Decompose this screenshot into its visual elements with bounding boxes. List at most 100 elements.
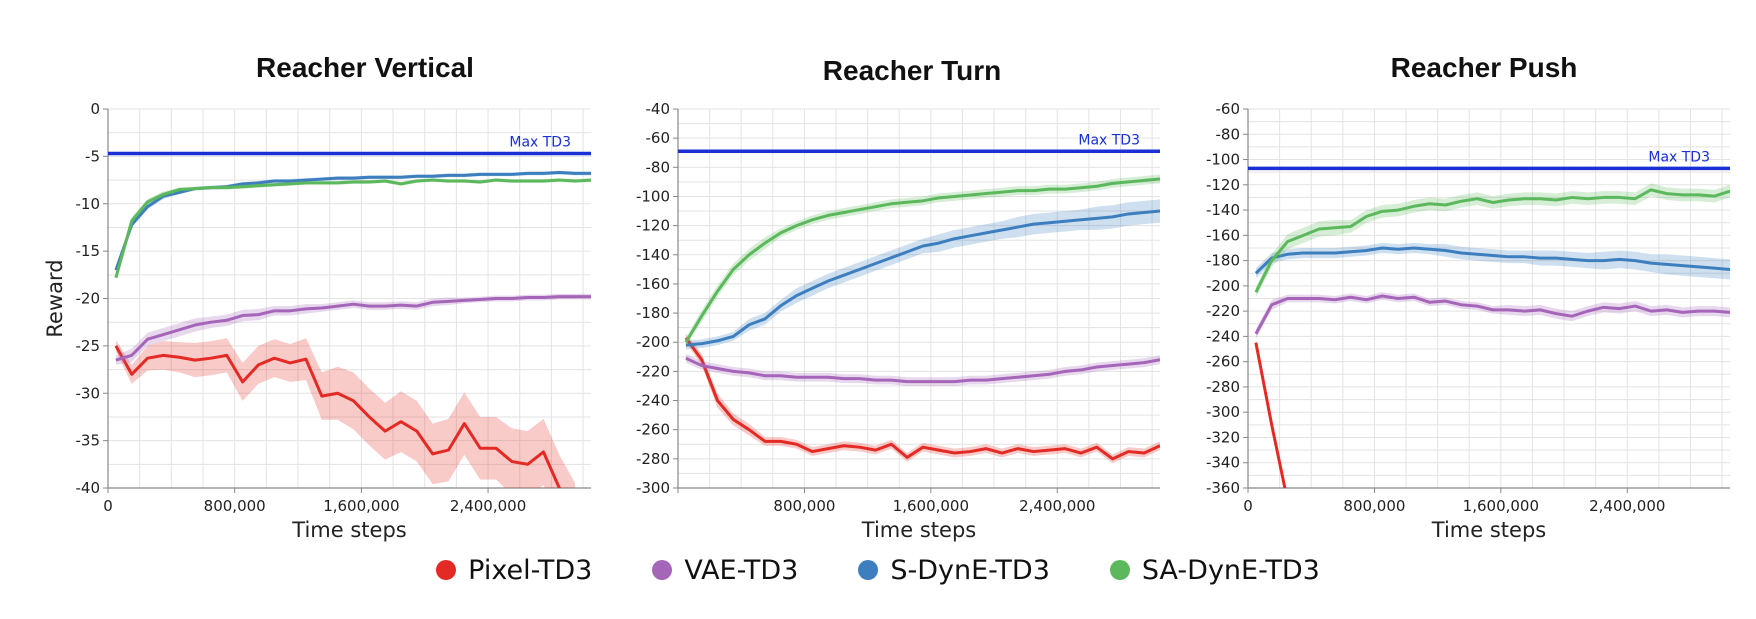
y-tick-label: -260	[636, 421, 670, 439]
y-tick-label: -15	[76, 242, 101, 260]
series-line	[684, 177, 1160, 344]
x-tick-label: 1,600,000	[1463, 497, 1539, 515]
legend-item-s-dyne-td3: S-DynE-TD3	[858, 555, 1050, 586]
series-sa-dyne-td3	[684, 174, 1160, 347]
legend-dot-icon	[1109, 560, 1130, 580]
chart-title: Reacher Push	[1391, 52, 1578, 83]
x-axis-label: Time steps	[1431, 518, 1546, 542]
plot-area	[114, 170, 591, 488]
series-vae-td3	[685, 353, 1160, 386]
y-tick-label: -220	[636, 362, 670, 380]
series-pixel-td3	[684, 333, 1160, 464]
series-band	[1255, 242, 1730, 280]
x-tick-label: 800,000	[773, 497, 835, 515]
chart-reacher-push: -60 -80 -100 -120 -140 -160 -180 -200 -220 -240 -2…	[1206, 52, 1730, 542]
x-tick-label: 800,000	[204, 497, 266, 515]
y-tick-label: -100	[1206, 151, 1240, 169]
legend-item-vae-td3: VAE-TD3	[652, 555, 798, 586]
series-line	[1254, 188, 1730, 293]
y-tick-label: -25	[76, 337, 101, 355]
chart-reacher-turn: -40 -60 -80 -100 -120 -140 -160 -180 -200 -220 -24…	[636, 55, 1160, 542]
series-s-dyne-td3	[685, 199, 1160, 350]
legend-dot-icon	[436, 560, 457, 580]
series-band	[1255, 183, 1730, 298]
series-line	[114, 345, 562, 488]
y-tick-label: -260	[1206, 353, 1240, 371]
max-td3-label: Max TD3	[509, 135, 571, 151]
y-tick-label: -140	[636, 246, 670, 264]
y-tick-label: -100	[636, 187, 670, 205]
series-line	[114, 178, 591, 279]
y-tick-label: -20	[76, 290, 101, 308]
y-tick-label: -40	[646, 100, 671, 118]
series-sa-dyne-td3	[114, 178, 591, 281]
legend: Pixel-TD3 VAE-TD3 S-DynE-TD3 SA-DynE-TD3	[0, 548, 1756, 592]
y-tick-label: -60	[646, 129, 671, 147]
x-tick-label: 1,600,000	[893, 497, 969, 515]
legend-label: SA-DynE-TD3	[1141, 554, 1320, 586]
series-band	[1255, 292, 1730, 339]
x-tick-label: 0	[103, 497, 113, 515]
y-tick-label: -300	[636, 479, 670, 497]
legend-label: S-DynE-TD3	[890, 554, 1050, 586]
y-tick-label: -35	[76, 432, 101, 450]
series-line	[115, 295, 591, 362]
chart-title: Reacher Turn	[823, 55, 1001, 86]
series-band	[685, 199, 1160, 350]
max-td3-label: Max TD3	[1078, 132, 1140, 148]
y-tick-label: -240	[636, 392, 670, 410]
legend-dot-icon	[652, 560, 673, 580]
series-line	[684, 336, 1160, 461]
y-tick-label: -160	[1206, 226, 1240, 244]
y-tick-label: -180	[636, 304, 670, 322]
x-tick-label: 2,400,000	[1019, 497, 1095, 515]
y-tick-label: -220	[1206, 302, 1240, 320]
series-sa-dyne-td3	[1254, 183, 1730, 298]
y-axis-label: Reward	[43, 259, 67, 337]
chart-title: Reacher Vertical	[256, 52, 474, 83]
y-tick-label: -340	[1206, 454, 1240, 472]
grid	[1247, 108, 1730, 489]
series-line	[1254, 246, 1730, 275]
plot-area	[1254, 183, 1730, 488]
legend-label: VAE-TD3	[684, 554, 799, 586]
series-pixel-td3	[1254, 338, 1287, 488]
y-tick-label: -30	[76, 384, 101, 402]
series-band	[115, 293, 591, 365]
series-vae-td3	[115, 293, 591, 365]
y-tick-label: -200	[636, 333, 670, 351]
legend-dot-icon	[858, 560, 879, 580]
series-line	[1254, 294, 1730, 335]
y-tick-label: -5	[85, 147, 100, 165]
y-tick-label: -60	[1216, 100, 1241, 118]
series-line	[1254, 342, 1287, 488]
y-tick-label: -40	[76, 479, 101, 497]
y-tick-label: -120	[636, 217, 670, 235]
series-line	[685, 209, 1160, 347]
y-tick-label: -80	[1216, 125, 1241, 143]
series-band	[115, 338, 576, 488]
y-tick-label: -240	[1206, 327, 1240, 345]
y-tick-label: -80	[646, 158, 671, 176]
y-tick-label: -180	[1206, 252, 1240, 270]
x-tick-label: 2,400,000	[1589, 497, 1665, 515]
y-tick-label: -160	[636, 275, 670, 293]
series-s-dyne-td3	[1254, 242, 1730, 280]
y-tick-label: -360	[1206, 479, 1240, 497]
plot-area	[684, 174, 1160, 464]
series-pixel-td3	[114, 338, 576, 488]
x-tick-label: 2,400,000	[450, 497, 526, 515]
y-tick-label: -320	[1206, 428, 1240, 446]
x-tick-label: 0	[1243, 497, 1253, 515]
grid	[677, 108, 1160, 489]
legend-item-sa-dyne-td3: SA-DynE-TD3	[1109, 554, 1320, 586]
x-axis-label: Time steps	[861, 518, 976, 542]
y-tick-label: 0	[90, 100, 100, 118]
y-tick-label: -300	[1206, 403, 1240, 421]
y-tick-label: -280	[1206, 378, 1240, 396]
chart-reacher-vertical: 0-5-10-15-20-25-30-35-400 800,000 1,600,00…	[43, 52, 591, 542]
series-vae-td3	[1254, 292, 1730, 339]
x-axis-label: Time steps	[291, 518, 406, 542]
y-tick-label: -10	[76, 195, 101, 213]
legend-label: Pixel-TD3	[468, 554, 593, 586]
